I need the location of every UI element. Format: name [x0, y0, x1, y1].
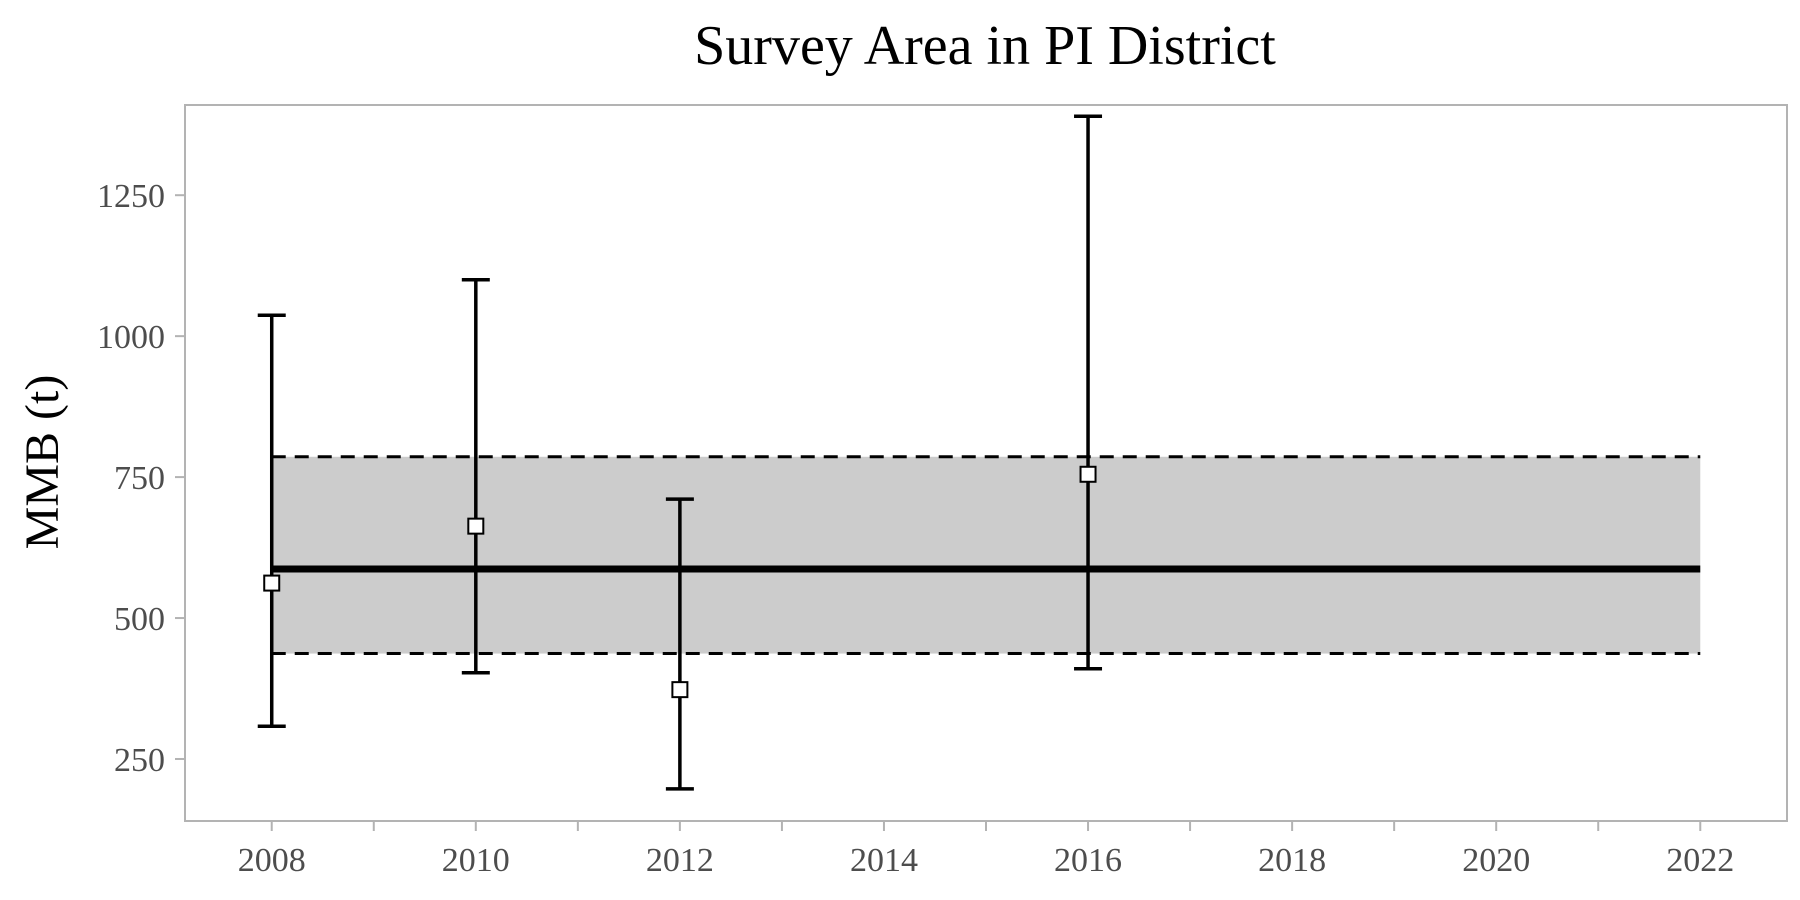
x-tick-label: 2016: [1054, 842, 1122, 879]
confidence-band: [271, 456, 1701, 654]
y-tick-label: 500: [114, 601, 165, 638]
x-tick-label: 2012: [646, 842, 714, 879]
data-point-2010: [467, 517, 485, 535]
x-tick-label: 2022: [1666, 842, 1734, 879]
x-tick-label: 2018: [1258, 842, 1326, 879]
chart-title: Survey Area in PI District: [694, 15, 1276, 77]
y-tick-label: 250: [114, 742, 165, 779]
data-point-2008: [263, 574, 281, 592]
data-point-2012: [671, 681, 689, 699]
x-tick-label: 2014: [850, 842, 918, 879]
x-tick-label: 2020: [1462, 842, 1530, 879]
y-tick-label: 750: [114, 460, 165, 497]
plot-area: 2008 2010 2012 2014 2016 2018 2020 2022 250 500 75…: [97, 104, 1788, 879]
y-tick-label: 1000: [97, 319, 165, 356]
y-tick-label: 1250: [97, 178, 165, 215]
y-axis-label: MMB (t): [16, 375, 69, 550]
data-point-2016: [1079, 465, 1097, 483]
x-tick-label: 2008: [238, 842, 306, 879]
x-tick-label: 2010: [442, 842, 510, 879]
